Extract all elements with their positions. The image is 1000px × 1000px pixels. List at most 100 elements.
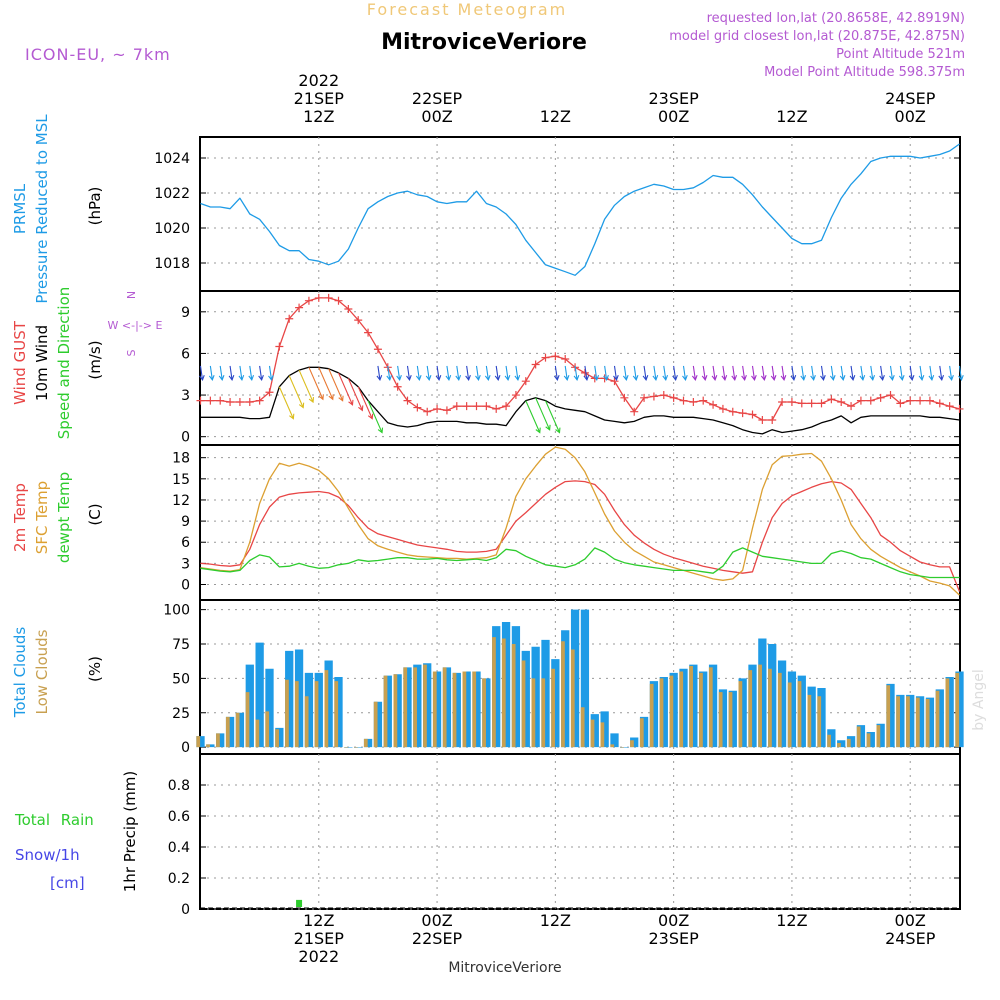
low-clouds-bar xyxy=(304,696,309,748)
low-clouds-bar xyxy=(807,694,812,748)
wind-direction-arrow xyxy=(879,365,885,382)
gust-marker xyxy=(235,397,244,406)
pressure-line xyxy=(200,143,960,276)
gust-marker xyxy=(768,416,777,425)
legend-label: Wind GUST xyxy=(11,320,29,405)
total-clouds-bar xyxy=(758,638,767,748)
gust-marker xyxy=(196,396,205,405)
total-clouds-bar xyxy=(196,736,205,748)
legend-label: 10m Wind xyxy=(33,325,51,401)
gust-marker xyxy=(610,377,619,386)
wind-direction-arrow xyxy=(859,365,866,382)
wind-direction-arrow xyxy=(367,400,384,434)
gust-marker xyxy=(778,397,787,406)
y-axis-label: (m/s) xyxy=(86,340,104,379)
wind-direction-arrow xyxy=(642,365,649,382)
y-tick-label: 1020 xyxy=(154,221,190,237)
wind-direction-arrow xyxy=(790,365,797,382)
low-clouds-bar xyxy=(363,738,368,748)
wind-direction-arrow xyxy=(218,365,225,382)
low-clouds-bar xyxy=(255,719,260,748)
gust-marker xyxy=(423,407,432,416)
y-axis-label: (hPa) xyxy=(86,187,104,226)
gust-marker xyxy=(758,416,767,425)
total-clouds-bar xyxy=(403,667,412,748)
wind-direction-arrow xyxy=(425,365,432,382)
time-tick-label: 12Z xyxy=(776,911,807,930)
low-clouds-bar xyxy=(393,674,398,748)
total-clouds-bar xyxy=(580,609,590,748)
legend-label: Speed and Direction xyxy=(55,287,73,440)
legend-label: Total Rain xyxy=(14,811,94,829)
total-clouds-bar xyxy=(225,716,235,748)
closest-coords: model grid closest lon,lat (20.875E, 42.… xyxy=(669,29,965,44)
y-tick-label: 3 xyxy=(181,556,190,572)
gust-marker xyxy=(748,410,757,419)
time-tick-label: 2022 xyxy=(298,71,339,90)
gust-marker xyxy=(413,403,422,412)
low-clouds-bar xyxy=(689,666,693,748)
total-clouds-bar xyxy=(768,644,777,748)
y-tick-label: 9 xyxy=(181,514,190,530)
low-clouds-bar xyxy=(837,743,841,748)
total-clouds-bar xyxy=(837,740,846,748)
low-clouds-bar xyxy=(718,692,723,748)
total-clouds-bar xyxy=(324,660,333,748)
low-clouds-bar xyxy=(630,740,634,748)
total-clouds-bar xyxy=(866,732,875,748)
total-clouds-bar xyxy=(423,663,432,748)
time-tick-label: 00Z xyxy=(421,911,452,930)
panel-frame xyxy=(199,136,961,292)
wind-direction-arrow xyxy=(938,365,945,382)
wind-direction-arrow xyxy=(751,365,757,382)
gust-marker xyxy=(817,399,826,408)
low-clouds-bar xyxy=(235,712,240,748)
gust-marker xyxy=(442,406,451,415)
y-tick-label: 0.6 xyxy=(168,809,190,825)
wind-direction-arrow xyxy=(889,365,895,382)
gust-marker xyxy=(314,293,323,302)
wind-direction-arrow xyxy=(691,365,698,382)
y-tick-label: 9 xyxy=(181,305,190,321)
wind-direction-arrow xyxy=(228,365,235,382)
wind-direction-arrow xyxy=(199,365,205,382)
total-clouds-bar xyxy=(896,694,905,748)
legend-label: Low Clouds xyxy=(33,629,51,714)
wind-direction-arrow xyxy=(435,365,442,382)
total-clouds-bar xyxy=(314,672,323,748)
gust-marker xyxy=(679,396,688,405)
wind-direction-arrow xyxy=(504,365,511,382)
y-tick-label: 0 xyxy=(181,578,190,594)
total-clouds-bar xyxy=(551,659,560,748)
compass-north: N xyxy=(125,291,138,299)
gust-marker xyxy=(807,399,816,408)
wind-direction-arrow xyxy=(908,365,915,382)
total-clouds-bar xyxy=(610,733,619,748)
gust-marker xyxy=(482,402,491,411)
total-clouds-bar xyxy=(906,694,915,748)
panel-frame xyxy=(199,444,961,601)
y-tick-label: 75 xyxy=(172,637,190,653)
gust-marker xyxy=(886,391,895,400)
gust-marker xyxy=(640,393,649,402)
wind-direction-arrow xyxy=(415,365,422,382)
dewpt-temp-line xyxy=(200,547,960,579)
y-axis-label: 1hr Precip (mm) xyxy=(121,771,139,892)
wind-direction-arrow xyxy=(525,400,541,434)
total-clouds-bar xyxy=(472,671,481,748)
wind-direction-arrow xyxy=(721,365,728,382)
total-clouds-bar xyxy=(600,711,609,748)
total-clouds-bar xyxy=(718,689,728,748)
total-clouds-bar xyxy=(275,727,284,748)
low-clouds-bar xyxy=(334,681,339,748)
y-tick-label: 18 xyxy=(172,451,190,467)
low-clouds-bar xyxy=(679,671,684,748)
gust-marker xyxy=(521,377,530,386)
gust-marker xyxy=(787,397,796,406)
time-tick-label: 12Z xyxy=(540,911,571,930)
panel-pressure: 1018 1020 1022 1024 (hPa) PRMSL Pressure Reduc… xyxy=(11,114,961,304)
total-clouds-bar xyxy=(797,675,806,748)
low-clouds-bar xyxy=(669,675,674,748)
wind-direction-arrow xyxy=(593,365,600,382)
legend-label: Snow/1h xyxy=(15,846,80,864)
